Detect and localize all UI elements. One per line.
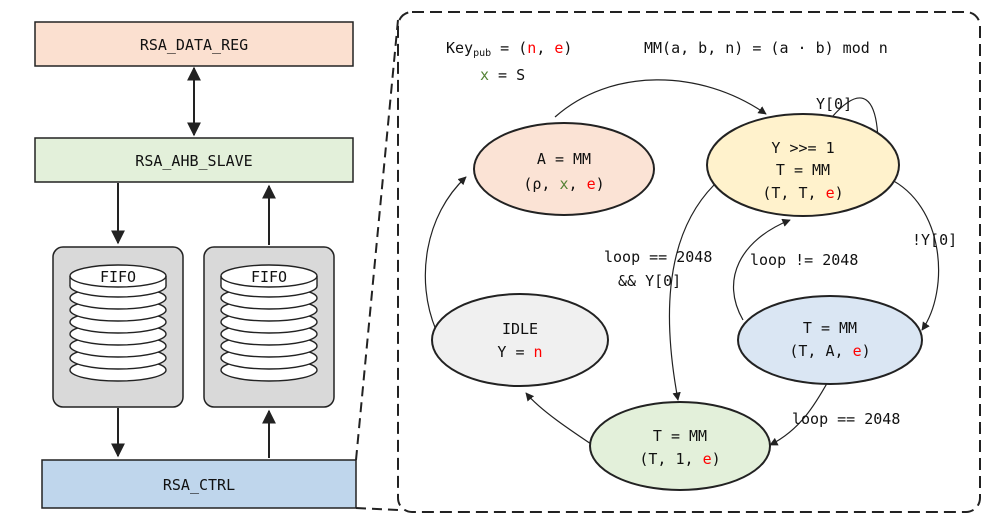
edge-y-to-t2 [668,184,715,401]
edge-y-to-t1 [887,177,940,331]
state-t2-line1: T = MM [653,427,707,445]
fifo-left-label: FIFO [100,268,136,286]
edge-label-y0: Y[0] [816,95,852,113]
rsa-data-reg-block [34,21,354,67]
state-y-line1: Y >>= 1 [771,139,834,157]
zoom-line-top [355,19,399,461]
edge-idle-to-a [424,176,467,331]
fifo-right-label: FIFO [251,268,287,286]
mm-definition: MM(a, b, n) = (a · b) mod n [644,39,888,57]
key-pub-definition: Keypub = (n, e) [446,39,572,59]
state-t1: T = MM (T, A, e) [737,295,923,385]
edge-label-loop-ne: loop != 2048 [750,251,858,269]
fsm-frame [397,11,981,513]
edge-label-not-y0: !Y[0] [912,231,957,249]
state-a-line2: (ρ, x, e) [523,175,604,193]
rsa-ahb-slave-block [34,137,354,183]
edge-t1-to-y [733,218,791,321]
fifo-left: FIFO [52,246,184,408]
state-idle-line2: Y = n [497,343,542,361]
zoom-line-bottom [355,507,399,511]
edge-a-to-y [554,79,767,118]
state-a-line1: A = MM [537,150,591,168]
edge-t2-to-idle [525,392,601,451]
state-a: A = MM (ρ, x, e) [473,122,655,216]
fifo-right-disks [220,264,318,382]
fifo-right: FIFO [203,246,335,408]
state-t1-line1: T = MM [803,319,857,337]
edge-label-loop-eq-and-1: loop == 2048 [604,248,712,266]
state-t2-line2: (T, 1, e) [639,450,720,468]
rsa-ctrl-label: RSA_CTRL [163,476,235,494]
state-idle: IDLE Y = n [431,293,609,387]
rsa-ahb-slave-label: RSA_AHB_SLAVE [135,152,252,170]
fifo-left-disks [69,264,167,382]
state-y-line3: (T, T, e) [762,184,843,202]
edge-t1-to-t2 [769,377,831,446]
edge-label-loop-eq-and-2: && Y[0] [618,272,681,290]
state-y-line2: T = MM [776,161,830,179]
state-y: Y >>= 1 T = MM (T, T, e) [706,113,900,217]
rsa-ctrl-block [41,459,357,509]
state-idle-line1: IDLE [502,320,538,338]
edge-label-loop-eq: loop == 2048 [792,410,900,428]
rsa-data-reg-label: RSA_DATA_REG [140,36,248,54]
state-t1-line2: (T, A, e) [789,342,870,360]
state-t2: T = MM (T, 1, e) [589,401,771,491]
x-definition: x = S [480,66,525,84]
